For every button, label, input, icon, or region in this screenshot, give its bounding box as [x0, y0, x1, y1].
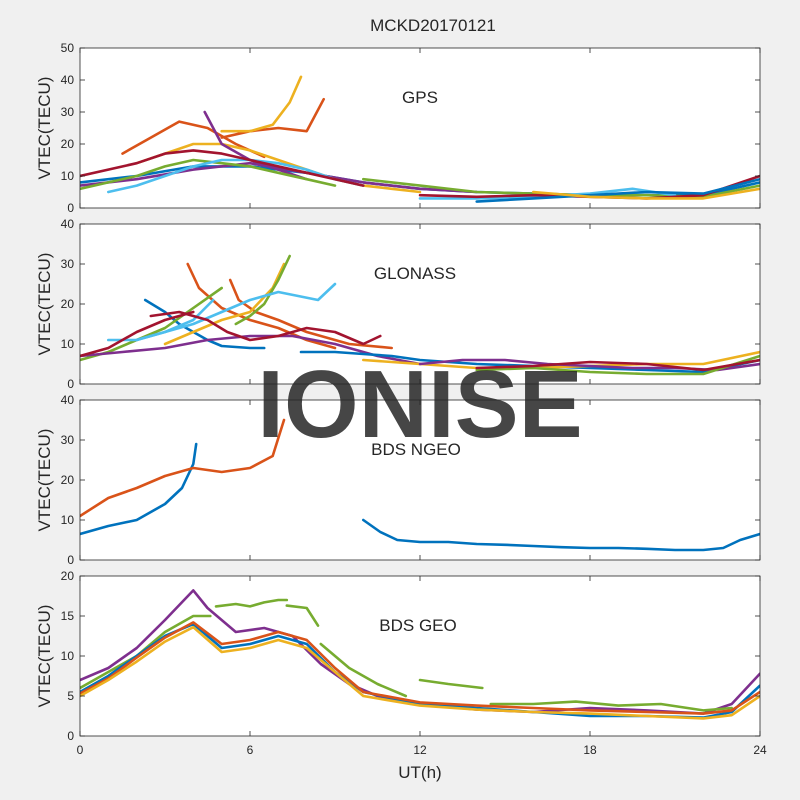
- series-line-8: [80, 158, 337, 191]
- series-line-2: [80, 614, 212, 690]
- y-tick-label: 20: [61, 137, 75, 151]
- y-tick-label: 10: [61, 337, 75, 351]
- y-axis-label: VTEC(TECU): [35, 77, 54, 180]
- series-line-10: [149, 310, 382, 346]
- series-line-1: [80, 589, 760, 715]
- x-tick-label: 6: [247, 743, 254, 757]
- y-tick-label: 10: [61, 649, 75, 663]
- y-tick-label: 5: [67, 689, 74, 703]
- y-tick-label: 20: [61, 473, 75, 487]
- panel-label: BDS GEO: [379, 616, 456, 635]
- series-line-9: [80, 621, 760, 715]
- series-line-12: [299, 350, 760, 374]
- subplot-3: 0 10 20 30 40 VTEC(TECU) BDS NGEO: [35, 393, 761, 567]
- series-line-13: [362, 350, 760, 370]
- series-line-10: [107, 158, 365, 194]
- y-tick-label: 0: [67, 201, 74, 215]
- plot-area: [80, 48, 760, 208]
- series-line-10: [80, 625, 760, 720]
- panel-label: GLONASS: [374, 264, 456, 283]
- y-tick-label: 0: [67, 729, 74, 743]
- y-axis-label: VTEC(TECU): [35, 253, 54, 356]
- y-tick-label: 40: [61, 73, 75, 87]
- x-axis-label: UT(h): [398, 763, 441, 782]
- y-tick-label: 10: [61, 513, 75, 527]
- y-tick-label: 30: [61, 257, 75, 271]
- x-tick-label: 18: [583, 743, 597, 757]
- panel-label: GPS: [402, 88, 438, 107]
- series-line-4: [220, 75, 303, 133]
- panel-label: BDS NGEO: [371, 440, 461, 459]
- subplot-2: 0 10 20 30 40 VTEC(TECU) GLONASS: [35, 217, 761, 391]
- series-group: [80, 418, 760, 552]
- y-tick-label: 10: [61, 169, 75, 183]
- y-tick-label: 30: [61, 433, 75, 447]
- series-line-7: [80, 161, 478, 194]
- series-line-15: [532, 187, 760, 200]
- series-line-5: [319, 642, 408, 698]
- series-line-14: [475, 177, 760, 203]
- y-axis-label: VTEC(TECU): [35, 429, 54, 532]
- y-tick-label: 40: [61, 217, 75, 231]
- series-line-7: [489, 700, 733, 712]
- y-tick-label: 15: [61, 609, 75, 623]
- y-axis-label: VTEC(TECU): [35, 605, 54, 708]
- series-line-9: [80, 334, 422, 366]
- x-tick-label: 24: [753, 743, 767, 757]
- x-tick-label: 0: [77, 743, 84, 757]
- subplot-1: 0 10 20 30 40 50 VTEC(TECU) GPS: [35, 41, 761, 215]
- series-line-2: [121, 120, 266, 159]
- y-tick-label: 0: [67, 377, 74, 391]
- x-tick-label: 12: [413, 743, 427, 757]
- series-line-15: [475, 354, 760, 376]
- series-line-11: [80, 310, 195, 358]
- series-line-12: [80, 149, 365, 187]
- series-line-3: [214, 598, 289, 608]
- series-group: [80, 254, 760, 376]
- series-line-4: [285, 604, 320, 627]
- series-group: [80, 75, 760, 203]
- watermark: IONISE: [257, 351, 582, 458]
- y-tick-label: 20: [61, 569, 75, 583]
- series-line-2: [80, 418, 286, 518]
- subplot-4: 0 5 10 15 20 0 6 12 18 24 VTEC(TECU) BDS GEO: [35, 569, 767, 757]
- series-line-1: [80, 442, 198, 536]
- series-line-3: [362, 518, 760, 552]
- y-tick-label: 50: [61, 41, 75, 55]
- y-tick-label: 0: [67, 553, 74, 567]
- series-group: [80, 589, 760, 720]
- series-line-6: [418, 678, 484, 690]
- figure-title: MCKD20170121: [370, 16, 496, 35]
- series-line-5: [234, 254, 291, 326]
- y-tick-label: 40: [61, 393, 75, 407]
- series-line-8: [135, 298, 215, 342]
- series-line-5: [135, 142, 422, 194]
- plot-area: [80, 400, 760, 560]
- y-tick-label: 20: [61, 297, 75, 311]
- series-line-3: [228, 278, 393, 350]
- series-line-16: [475, 358, 760, 372]
- series-line-3: [220, 97, 325, 139]
- y-tick-label: 30: [61, 105, 75, 119]
- series-line-2: [186, 262, 337, 350]
- plot-area: [80, 224, 760, 384]
